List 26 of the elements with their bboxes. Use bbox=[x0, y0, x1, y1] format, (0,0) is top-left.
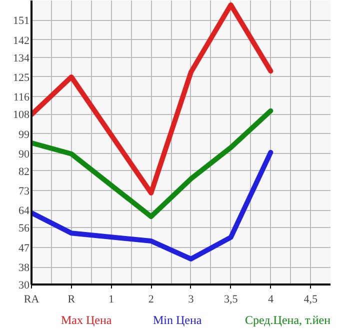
y-tick-label: 47 bbox=[18, 242, 30, 254]
x-tick-label: 1 bbox=[108, 294, 114, 306]
x-tick-label: 4 bbox=[268, 294, 274, 306]
y-tick-label: 134 bbox=[13, 52, 30, 64]
y-tick-label: 99 bbox=[18, 128, 30, 141]
text: Min Цена bbox=[153, 313, 202, 328]
x-tick-label: 2 bbox=[148, 294, 154, 306]
y-tick-label: 64 bbox=[18, 205, 30, 218]
y-tick-label: 30 bbox=[18, 280, 30, 292]
x-tick-label: R bbox=[68, 294, 76, 306]
x-tick-label: RA bbox=[24, 294, 40, 306]
x-tick-label: 3 bbox=[188, 294, 194, 306]
text: Сред.Цена, т.йен bbox=[245, 313, 331, 328]
text: Max Цена bbox=[61, 313, 112, 328]
y-tick-label: 38 bbox=[18, 262, 30, 274]
y-tick-label: 125 bbox=[13, 72, 30, 84]
y-tick-label: 108 bbox=[13, 109, 30, 122]
y-tick-label: 151 bbox=[13, 15, 30, 28]
x-tick-label: 3,5 bbox=[224, 294, 238, 306]
y-tick-label: 73 bbox=[18, 186, 30, 198]
y-tick-label: 56 bbox=[18, 222, 30, 235]
y-tick-label: 82 bbox=[18, 166, 30, 178]
y-tick-label: 90 bbox=[18, 148, 30, 160]
y-tick-label: 142 bbox=[13, 34, 30, 47]
y-tick-label: 116 bbox=[13, 92, 30, 104]
x-tick-label: 4,5 bbox=[304, 294, 318, 306]
